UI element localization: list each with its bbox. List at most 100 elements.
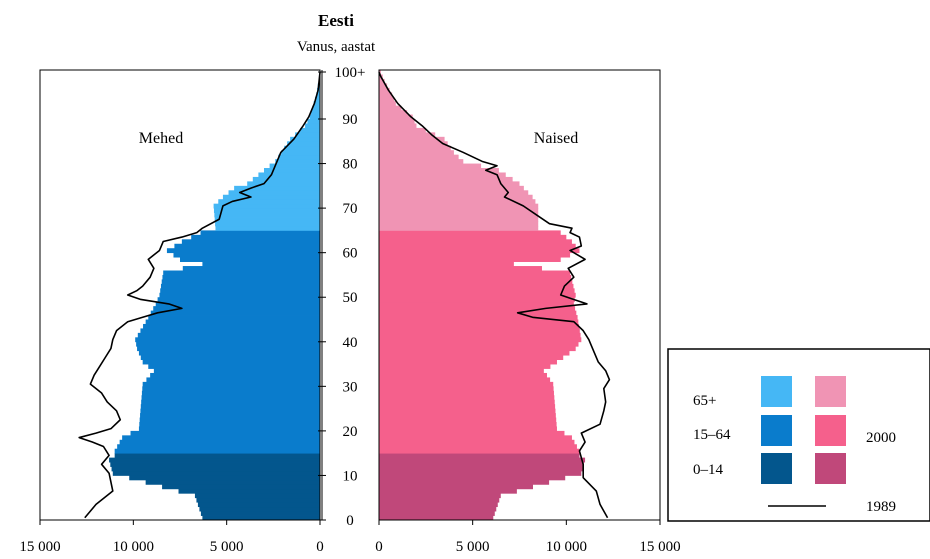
bar-male-age-80 (275, 159, 320, 164)
bar-female-age-60 (379, 248, 580, 254)
legend-swatch-female-0-14 (815, 453, 846, 484)
bar-male-age-53 (161, 279, 320, 285)
bar-male-age-77 (258, 172, 320, 178)
age-axis: 0 10 20 30 40 50 60 70 80 90 100+ (318, 65, 365, 529)
bar-male-age-81 (278, 154, 320, 160)
bar-male-age-30 (142, 381, 320, 387)
bar-female-age-90 (379, 114, 413, 120)
bar-female-age-49 (379, 297, 575, 303)
bar-male-age-49 (157, 297, 320, 303)
bar-male-age-76 (252, 176, 320, 182)
bar-female-age-20 (379, 426, 557, 432)
bar-female-age-91 (379, 110, 408, 115)
legend-swatch-female-65plus (815, 376, 846, 407)
bar-female-age-71 (379, 199, 536, 205)
bar-male-age-6 (178, 488, 320, 494)
bar-female-age-17 (379, 439, 575, 445)
bar-male-age-69 (213, 208, 320, 213)
bar-male-age-39 (136, 341, 320, 347)
bar-male-age-65 (215, 225, 320, 231)
bar-female-age-10 (379, 470, 582, 476)
panel-label-male: Mehed (139, 130, 183, 147)
bar-male-age-47 (153, 306, 320, 311)
bar-male-age-15 (114, 448, 320, 454)
bar-female-age-26 (379, 399, 555, 405)
legend-label-65plus: 65+ (693, 393, 716, 409)
age-tick-label-40: 40 (343, 335, 358, 351)
bar-female-age-14 (379, 453, 580, 459)
bar-female-age-82 (379, 150, 454, 156)
bar-male-age-45 (148, 315, 320, 320)
bar-male-age-72 (222, 194, 320, 200)
bar-male-age-19 (130, 430, 320, 436)
bar-male-age-92 (312, 105, 320, 111)
bar-male-age-62 (181, 239, 320, 245)
bar-male-age-83 (284, 145, 320, 151)
bar-female-age-67 (379, 217, 539, 222)
bar-male-age-2 (199, 506, 320, 512)
bar-male-age-44 (145, 319, 320, 325)
bar-female-age-40 (379, 337, 582, 343)
bar-male-age-42 (140, 328, 320, 334)
bar-female-age-22 (379, 417, 557, 423)
legend-label-1989: 1989 (866, 499, 896, 515)
bar-female-age-80 (379, 159, 464, 164)
bar-female-age-52 (379, 283, 574, 289)
bar-male-age-22 (139, 417, 320, 423)
bar-female-age-9 (379, 475, 566, 481)
bar-female-age-45 (379, 315, 578, 320)
bar-male-age-55 (163, 270, 320, 276)
bar-female-age-47 (379, 306, 576, 311)
bar-female-age-2 (379, 506, 497, 512)
bar-female-age-78 (379, 168, 499, 173)
bar-female-age-25 (379, 404, 556, 410)
bar-male-age-17 (119, 439, 320, 445)
age-tick-label-10: 10 (343, 468, 358, 484)
bar-female-age-70 (379, 203, 539, 209)
age-tick-label-90: 90 (343, 112, 358, 128)
bar-male-age-36 (140, 355, 320, 361)
bar-female-age-38 (379, 346, 576, 352)
age-tick-label-30: 30 (343, 379, 358, 395)
bar-male-age-41 (137, 332, 320, 338)
bar-male-age-57 (202, 261, 320, 267)
bar-female-age-76 (379, 176, 513, 182)
bar-female-age-3 (379, 502, 498, 508)
bar-male-age-82 (281, 150, 320, 156)
bar-male-age-43 (143, 323, 320, 329)
bar-female-age-57 (379, 261, 514, 267)
bar-female-age-33 (379, 368, 544, 374)
bar-female-age-89 (379, 119, 415, 124)
bar-male-age-84 (287, 141, 320, 147)
bar-male-age-51 (160, 288, 320, 294)
bar-male-age-78 (264, 168, 320, 173)
bar-male-age-24 (140, 408, 320, 414)
bar-female-age-63 (379, 234, 567, 240)
bar-female-age-1 (379, 511, 495, 516)
bar-male-age-93 (313, 101, 320, 107)
bar-male-age-71 (218, 199, 320, 205)
bar-female-age-48 (379, 301, 574, 307)
x-tick-label-female-5000: 5 000 (456, 539, 490, 555)
bar-female-age-18 (379, 435, 572, 441)
bar-male-age-67 (214, 217, 320, 222)
bar-female-age-6 (379, 488, 517, 494)
bar-male-age-40 (135, 337, 320, 343)
bar-male-age-23 (140, 413, 320, 418)
legend: 65+ 15–64 0–14 2000 1989 (667, 348, 930, 522)
bar-male-age-11 (111, 466, 320, 472)
bar-male-age-70 (213, 203, 320, 209)
bar-female-age-32 (379, 372, 547, 378)
bar-female-age-84 (379, 141, 448, 147)
bar-female-age-81 (379, 154, 459, 160)
bar-female-age-79 (379, 163, 482, 169)
male-line-1989 (78, 72, 321, 519)
bar-male-age-73 (228, 190, 320, 196)
bar-female-age-98 (379, 78, 385, 84)
bar-male-age-89 (307, 119, 320, 124)
bar-male-age-31 (146, 377, 320, 383)
age-tick-label-60: 60 (343, 246, 358, 262)
bar-female-age-59 (379, 252, 571, 258)
bar-male-age-18 (122, 435, 320, 441)
bar-male-age-28 (141, 390, 320, 396)
